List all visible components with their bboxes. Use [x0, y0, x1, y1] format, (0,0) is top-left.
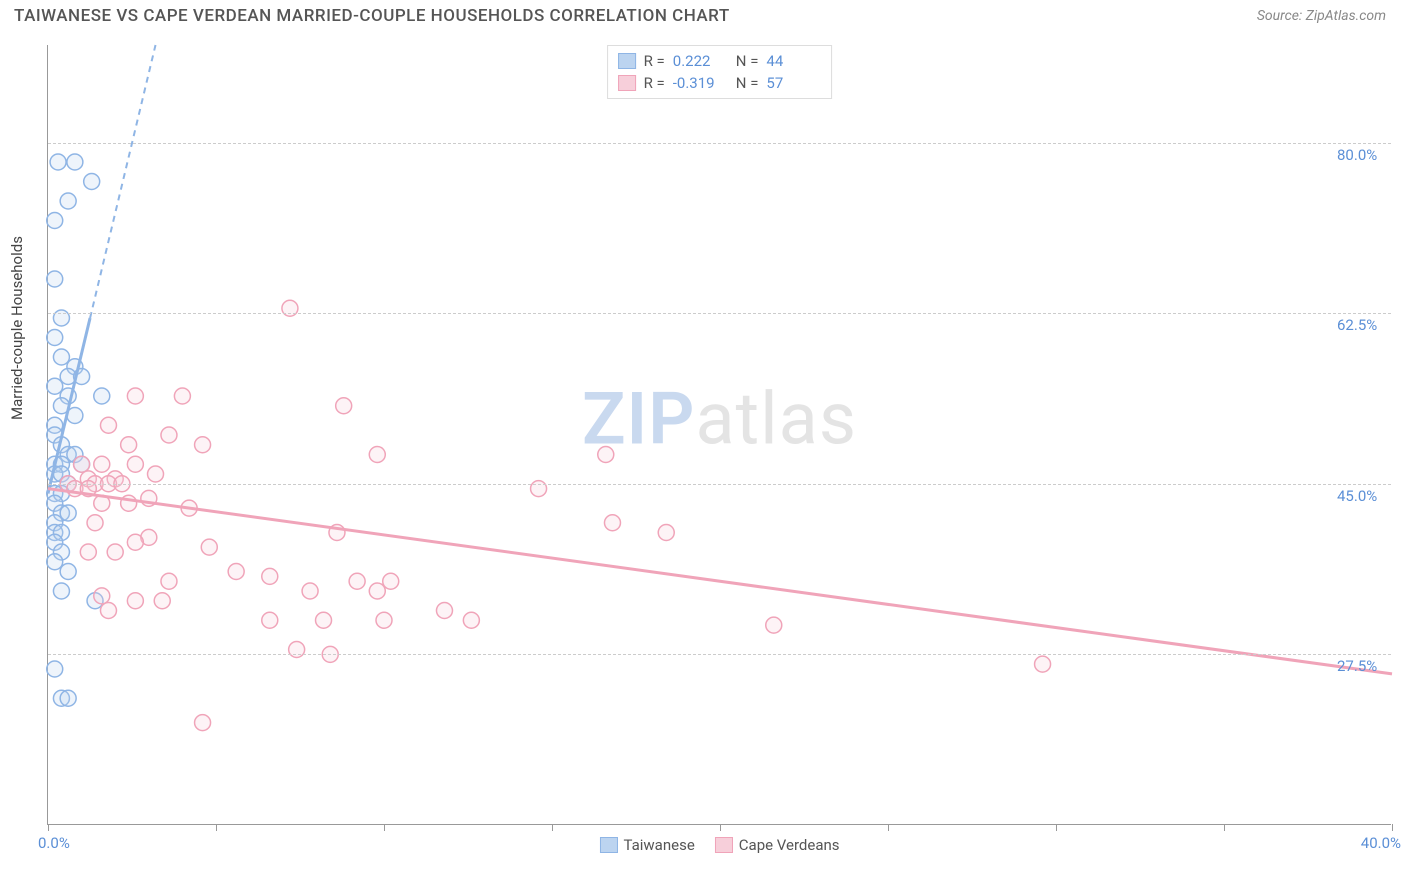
x-axis-min-label: 0.0% — [38, 834, 70, 852]
correlation-legend-row: R = 0.222N = 44 — [618, 50, 822, 72]
data-point — [60, 564, 76, 580]
regression-line — [48, 489, 1392, 674]
y-tick-label: 80.0% — [1337, 146, 1377, 164]
data-point — [336, 398, 352, 414]
data-point — [349, 573, 365, 589]
data-point — [50, 154, 66, 170]
y-tick-label: 27.5% — [1337, 657, 1377, 675]
data-point — [376, 612, 392, 628]
data-point — [161, 427, 177, 443]
data-point — [302, 583, 318, 599]
data-point — [47, 271, 63, 287]
data-point — [47, 661, 63, 677]
data-point — [228, 564, 244, 580]
x-tick — [720, 824, 721, 831]
data-point — [766, 617, 782, 633]
data-point — [60, 193, 76, 209]
x-tick — [888, 824, 889, 831]
data-point — [174, 388, 190, 404]
x-tick — [384, 824, 385, 831]
y-axis-label: Married-couple Households — [8, 236, 26, 420]
data-point — [84, 174, 100, 190]
data-point — [100, 603, 116, 619]
data-point — [127, 593, 143, 609]
data-point — [53, 583, 69, 599]
x-tick — [1056, 824, 1057, 831]
data-point — [94, 388, 110, 404]
data-point — [262, 568, 278, 584]
data-point — [148, 466, 164, 482]
x-tick — [1392, 824, 1393, 831]
legend-item: Cape Verdeans — [715, 836, 840, 854]
data-point — [658, 525, 674, 541]
data-point — [47, 330, 63, 346]
data-point — [1035, 656, 1051, 672]
data-point — [195, 437, 211, 453]
data-point — [47, 378, 63, 394]
gridline — [48, 484, 1391, 485]
series-legend: Taiwanese Cape Verdeans — [599, 836, 839, 854]
data-point — [94, 588, 110, 604]
gridline — [48, 654, 1391, 655]
data-point — [598, 447, 614, 463]
data-point — [53, 349, 69, 365]
x-tick — [1224, 824, 1225, 831]
data-point — [316, 612, 332, 628]
x-tick — [552, 824, 553, 831]
data-point — [369, 447, 385, 463]
data-point — [127, 388, 143, 404]
data-point — [604, 515, 620, 531]
data-point — [100, 417, 116, 433]
data-point — [60, 690, 76, 706]
data-point — [463, 612, 479, 628]
data-point — [121, 437, 137, 453]
data-point — [47, 554, 63, 570]
y-tick-label: 62.5% — [1337, 316, 1377, 334]
data-point — [201, 539, 217, 555]
gridline — [48, 313, 1391, 314]
data-point — [161, 573, 177, 589]
chart-svg — [48, 45, 1391, 824]
chart-title: TAIWANESE VS CAPE VERDEAN MARRIED-COUPLE… — [14, 6, 730, 26]
correlation-legend: R = 0.222N = 44R = -0.319N = 57 — [607, 45, 833, 99]
data-point — [369, 583, 385, 599]
data-point — [383, 573, 399, 589]
data-point — [60, 505, 76, 521]
x-tick — [48, 824, 49, 831]
chart-plot-area: ZIPatlas R = 0.222N = 44R = -0.319N = 57… — [47, 45, 1391, 825]
data-point — [262, 612, 278, 628]
data-point — [195, 715, 211, 731]
y-tick-label: 45.0% — [1337, 487, 1377, 505]
data-point — [107, 544, 123, 560]
x-tick — [216, 824, 217, 831]
data-point — [94, 456, 110, 472]
data-point — [436, 603, 452, 619]
x-axis-max-label: 40.0% — [1361, 834, 1401, 852]
data-point — [47, 213, 63, 229]
data-point — [127, 534, 143, 550]
data-point — [154, 593, 170, 609]
legend-item: Taiwanese — [599, 836, 694, 854]
data-point — [87, 515, 103, 531]
gridline — [48, 143, 1391, 144]
data-point — [67, 154, 83, 170]
correlation-legend-row: R = -0.319N = 57 — [618, 72, 822, 94]
source-label: Source: ZipAtlas.com — [1257, 8, 1386, 24]
data-point — [127, 456, 143, 472]
data-point — [80, 544, 96, 560]
data-point — [74, 456, 90, 472]
